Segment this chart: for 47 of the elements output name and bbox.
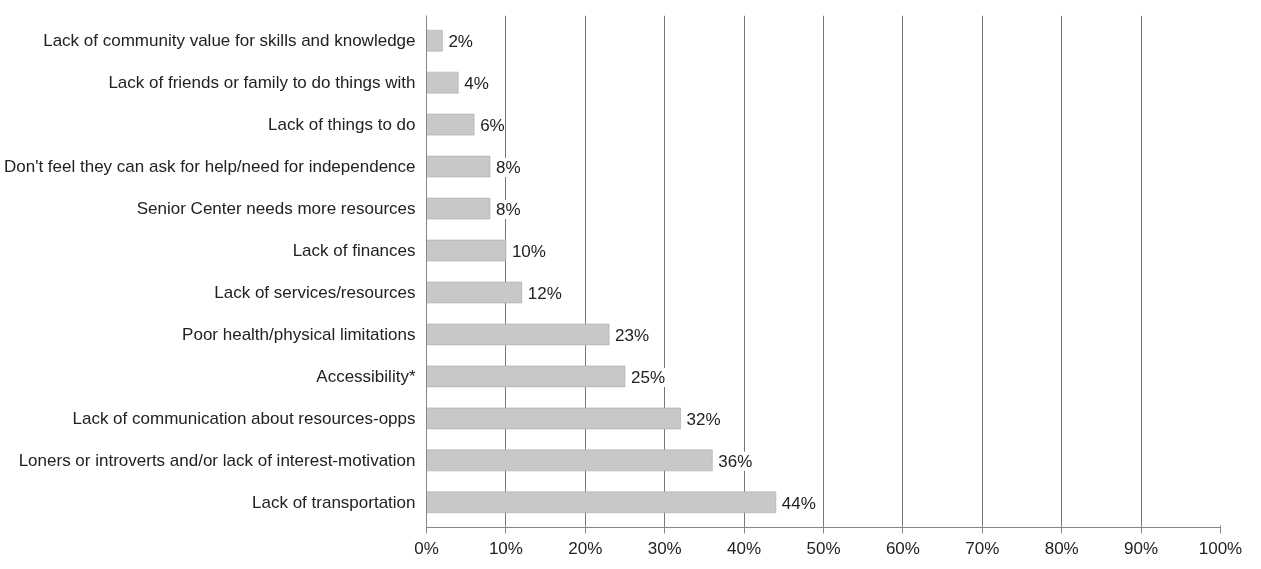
data-label: 8% xyxy=(496,200,521,220)
y-tick-label: Lack of transportation xyxy=(252,492,416,512)
data-label: 25% xyxy=(631,367,666,387)
y-tick-label: Accessibility* xyxy=(316,366,416,386)
x-tick-label: 0% xyxy=(414,538,439,558)
bar xyxy=(426,491,777,514)
bar xyxy=(426,449,713,472)
x-tick-label: 70% xyxy=(965,538,1000,558)
y-tick-label: Lack of friends or family to do things with xyxy=(108,73,416,93)
x-tick-label: 40% xyxy=(727,538,762,558)
data-label: 10% xyxy=(511,242,546,262)
x-tick-label: 80% xyxy=(1044,538,1079,558)
y-tick-label: Lack of community value for skills and knowledge xyxy=(43,31,416,51)
bar xyxy=(426,197,491,220)
x-tick-label: 100% xyxy=(1198,538,1243,558)
data-label: 2% xyxy=(448,32,473,52)
data-label: 12% xyxy=(527,283,562,303)
y-tick-label: Lack of communication about resources-opps xyxy=(72,408,416,428)
data-label: 4% xyxy=(464,74,489,94)
x-tick-label: 50% xyxy=(806,538,841,558)
y-tick-label: Lack of finances xyxy=(292,241,416,261)
y-tick-label: Senior Center needs more resources xyxy=(136,199,416,219)
y-tick-label: Lack of things to do xyxy=(268,115,416,135)
y-tick-label: Don't feel they can ask for help/need for independence xyxy=(3,157,416,177)
bar xyxy=(426,29,443,52)
bar xyxy=(426,407,681,430)
bar xyxy=(426,71,459,94)
data-label: 23% xyxy=(615,325,650,345)
bar xyxy=(426,365,626,388)
bar xyxy=(426,239,507,262)
x-tick-label: 10% xyxy=(488,538,523,558)
bar xyxy=(426,323,610,346)
data-label: 32% xyxy=(686,409,721,429)
x-tick-label: 60% xyxy=(885,538,920,558)
bar xyxy=(426,281,523,304)
data-label: 8% xyxy=(496,158,521,178)
x-tick-label: 20% xyxy=(568,538,603,558)
y-tick-label: Lack of services/resources xyxy=(214,282,416,302)
x-tick-label: 30% xyxy=(647,538,682,558)
bar xyxy=(426,155,491,178)
y-tick-label: Poor health/physical limitations xyxy=(182,324,416,344)
y-tick-label: Loners or introverts and/or lack of interest-motivation xyxy=(18,450,416,470)
data-label: 6% xyxy=(480,116,505,136)
data-label: 36% xyxy=(718,451,753,471)
x-tick-label: 90% xyxy=(1124,538,1159,558)
bar xyxy=(426,113,475,136)
data-label: 44% xyxy=(781,493,816,513)
